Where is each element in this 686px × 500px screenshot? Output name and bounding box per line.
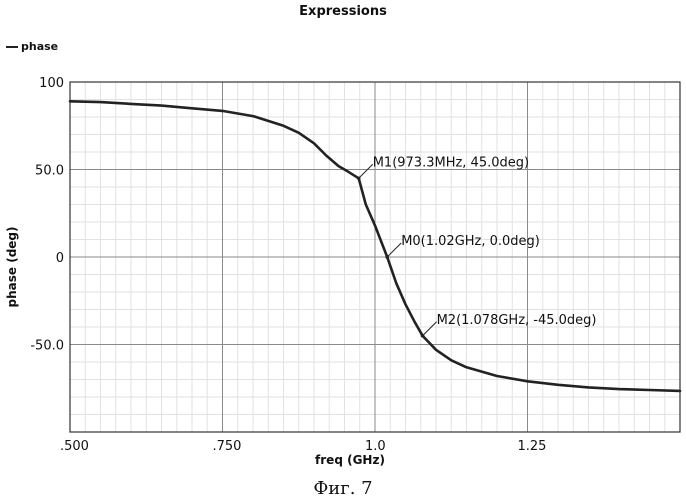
y-tick-label: 50.0 (35, 164, 64, 179)
marker-point-M0 (385, 255, 389, 259)
marker-label-M1: M1(973.3MHz, 45.0deg) (373, 155, 529, 170)
y-tick-label: 100 (39, 76, 64, 91)
phase-chart: .500 .750 1.0 1.25 100 50.0 0 -50.0 freq (GHz) ph… (0, 0, 686, 478)
marker-label-M2: M2(1.078GHz, -45.0deg) (437, 313, 597, 328)
marker-point-M1 (357, 176, 361, 180)
x-tick-label: 1.0 (365, 439, 386, 454)
y-axis-label: phase (deg) (5, 227, 19, 308)
y-tick-label: -50.0 (30, 339, 64, 354)
y-tick-label: 0 (56, 251, 64, 266)
marker-label-M0: M0(1.02GHz, 0.0deg) (401, 234, 540, 249)
figure-caption: Фиг. 7 (0, 478, 686, 499)
x-tick-label: .750 (213, 439, 242, 454)
marker-point-M2 (421, 334, 425, 338)
x-tick-label: .500 (60, 439, 89, 454)
x-tick-label: 1.25 (518, 439, 547, 454)
x-axis-label: freq (GHz) (315, 453, 385, 467)
